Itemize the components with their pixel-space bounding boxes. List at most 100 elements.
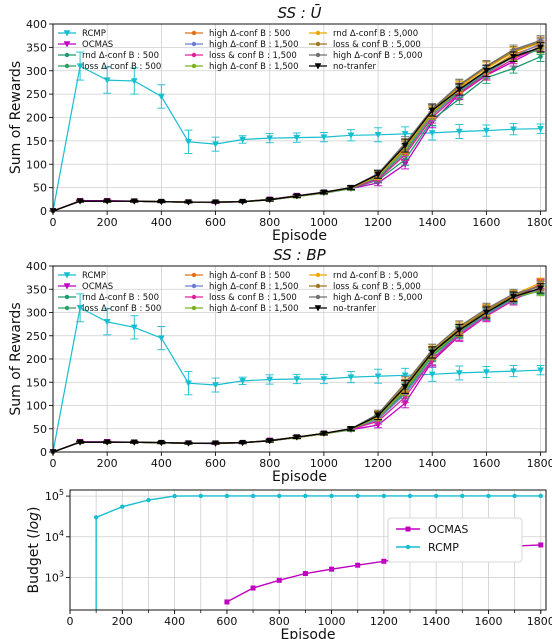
data-point — [239, 439, 247, 447]
legend-item: high Δ-conf B : 1,500 — [185, 304, 299, 314]
chart-ss-u: 0 200 400 600 800 1000 1200 1400 1600 1800 0 50 100 1… — [8, 3, 552, 244]
data-point — [401, 384, 409, 391]
legend-label: loss Δ-conf B : 500 — [82, 62, 161, 72]
data-point — [355, 493, 360, 499]
data-point — [76, 63, 84, 70]
plot-frame — [69, 489, 547, 611]
data-point — [482, 127, 490, 135]
data-point — [146, 497, 151, 503]
data-point — [482, 309, 490, 317]
data-point — [374, 412, 382, 420]
x-tick-label: 1000 — [310, 457, 338, 470]
data-point — [329, 493, 334, 499]
chart-title: SS : BP — [273, 246, 326, 264]
x-tick-label: 200 — [97, 457, 118, 470]
data-point — [76, 439, 84, 446]
data-point — [320, 430, 328, 437]
series-line — [95, 495, 541, 519]
data-point — [103, 77, 111, 84]
legend-label: high Δ-conf B : 1,500 — [209, 40, 299, 50]
data-point — [538, 54, 543, 59]
data-point — [320, 376, 328, 383]
y-axis-label: Sum of Rewards — [8, 302, 24, 415]
legend-swatch-marker — [64, 305, 70, 311]
data-point — [320, 134, 328, 141]
x-tick-label: 1800 — [527, 615, 552, 628]
legend-item: high Δ-conf B : 5,000 — [309, 293, 423, 303]
data-point — [381, 558, 387, 564]
data-point — [374, 132, 382, 139]
data-point — [538, 542, 544, 548]
y-tick-label: 300 — [26, 65, 47, 78]
data-point — [355, 562, 361, 568]
series-RCMP — [93, 493, 543, 610]
legend-swatch-marker — [64, 63, 70, 69]
x-tick-label: 1800 — [527, 457, 552, 470]
data-point — [455, 128, 463, 136]
data-point — [103, 198, 111, 205]
legend-swatch-marker — [63, 41, 71, 48]
data-point — [157, 198, 165, 206]
data-point — [185, 380, 192, 387]
data-point — [239, 378, 247, 385]
data-point — [455, 86, 463, 93]
legend-item: high Δ-conf B : 500 — [185, 29, 290, 39]
data-point — [381, 493, 387, 499]
data-point — [266, 438, 274, 445]
data-point — [537, 367, 545, 374]
legend-swatch-marker — [405, 526, 411, 532]
data-point — [428, 107, 436, 115]
legend-swatch-marker — [191, 41, 197, 47]
y-tick-label: 105 — [45, 488, 64, 503]
data-point — [212, 199, 219, 206]
legend-label: no-tranfer — [333, 62, 376, 72]
legend-item: RCMP — [396, 541, 459, 554]
data-point — [537, 44, 545, 51]
x-tick-label: 1400 — [418, 457, 446, 470]
legend-label: high Δ-conf B : 500 — [209, 29, 290, 39]
y-tick-label: 104 — [45, 529, 64, 544]
data-point — [277, 493, 282, 499]
data-point — [130, 78, 138, 85]
legend-item: loss Δ-conf B : 500 — [58, 62, 161, 72]
data-point — [347, 374, 355, 381]
legend-label: high Δ-conf B : 1,500 — [209, 282, 299, 292]
data-point — [103, 439, 111, 446]
data-point — [303, 493, 308, 499]
data-point — [537, 125, 545, 133]
data-point — [76, 305, 84, 312]
data-point — [224, 493, 230, 499]
y-axis-label: Sum of Rewards — [8, 61, 24, 174]
legend-label: RCMP — [82, 29, 106, 39]
y-tick-label: 150 — [26, 135, 47, 148]
legend-label: loss & conf B : 1,500 — [209, 51, 297, 61]
x-tick-label: 1600 — [472, 216, 500, 229]
legend-item: OCMAS — [58, 282, 113, 292]
data-point — [374, 171, 382, 179]
data-point — [320, 189, 328, 196]
legend-swatch-marker — [191, 30, 197, 36]
data-point — [103, 319, 111, 326]
data-point — [266, 197, 274, 204]
chart-ss-bp: 0 200 400 600 800 1000 1200 1400 1600 1800 0 50 100 1… — [8, 246, 552, 485]
legend-item: rnd Δ-conf B : 5,000 — [309, 29, 418, 39]
legend-swatch-marker — [191, 63, 197, 69]
data-point — [401, 131, 409, 138]
legend-swatch-marker — [63, 272, 71, 279]
legend-item: rnd Δ-conf B : 500 — [58, 51, 159, 61]
y-tick-label: 200 — [26, 112, 47, 125]
legend-item: high Δ-conf B : 500 — [185, 271, 290, 281]
series-RCMP — [49, 293, 545, 456]
y-tick-label: 150 — [26, 376, 47, 389]
data-point — [428, 371, 436, 378]
data-point — [482, 68, 490, 75]
y-tick-label: 250 — [26, 330, 47, 343]
x-tick-label: 0 — [67, 615, 74, 628]
legend-swatch-marker — [314, 305, 322, 312]
data-point — [510, 53, 517, 61]
legend-item: no-tranfer — [309, 304, 376, 314]
data-point — [130, 198, 138, 205]
y-tick-label: 350 — [26, 283, 47, 296]
x-tick-label: 1600 — [472, 457, 500, 470]
data-point — [157, 439, 165, 447]
